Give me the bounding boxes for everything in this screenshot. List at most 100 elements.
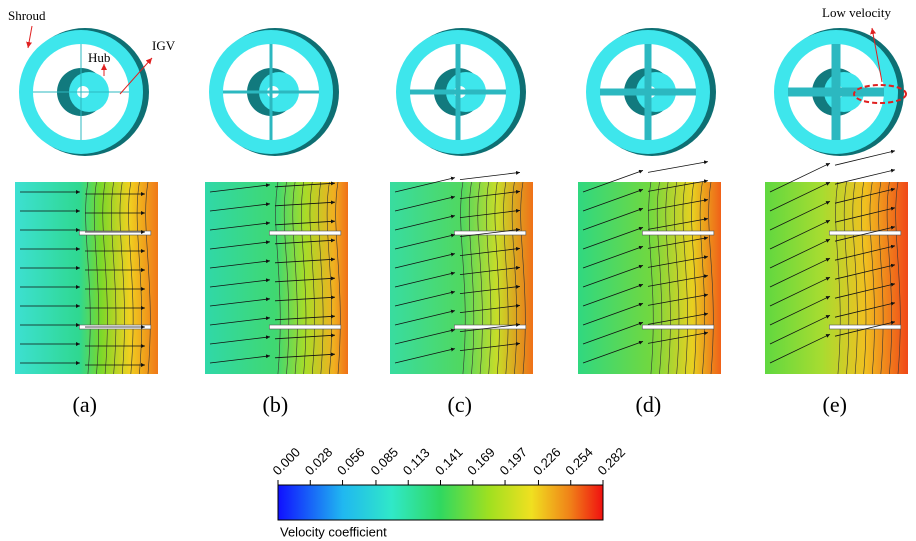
contour-line [486,181,492,375]
arrow [26,25,33,49]
colorbar-tick-label: 0.226 [530,445,564,479]
annotation: Shroud [8,8,46,23]
contour-line [494,181,500,375]
streamline-arrow [459,189,521,199]
streamline-arrow [834,263,896,280]
arrow [119,57,153,95]
streamline-arrow [459,322,521,332]
streamline-arrow [274,314,336,321]
contour-line [861,181,867,375]
streamline-arrow [209,221,271,231]
streamline-arrow [274,352,336,359]
colorbar-tick-label: 0.056 [334,445,368,479]
streamline-arrow [394,252,456,269]
streamline-arrow [582,207,644,231]
blade [829,324,902,330]
streamline-arrow [394,176,456,193]
streamline-arrow [582,321,644,345]
streamline-arrow [209,354,271,364]
contour-line [674,181,680,375]
streamline-arrow [647,217,709,230]
streamline-arrow [647,312,709,325]
contour-field [390,182,533,374]
streamline-arrow [459,341,521,351]
contour-field [578,182,721,374]
streamline-arrow [647,236,709,249]
contour-line [102,181,108,375]
contour-line [656,181,663,375]
contour-line [145,181,151,375]
streamline-arrow [582,283,644,307]
annotation: Low velocity [822,5,891,20]
streamline-arrow [769,181,831,212]
contour-line [128,181,134,375]
contour-line [318,181,324,375]
contour-line [460,181,466,375]
contour-line [503,181,509,375]
streamline-arrow [769,295,831,326]
streamline-arrow [834,282,896,299]
streamline-arrow [274,333,336,340]
streamline-arrow [647,198,709,211]
colorbar-tick-label: 0.028 [302,445,336,479]
panel-label: (d) [636,392,662,417]
streamline-arrow [834,225,896,242]
contour-line [708,181,714,375]
streamline-arrow [834,244,896,261]
contour-line [843,181,850,375]
contour-line [895,181,901,375]
blade [269,324,342,330]
streamline-arrow [459,170,521,180]
contour-line [326,181,333,375]
contour-line [691,181,697,375]
streamline-arrow [834,320,896,337]
streamline-arrow [274,219,336,226]
contour-line [878,181,884,375]
colorbar-bar [277,484,604,521]
panel-label: (e) [823,392,847,417]
blade [454,324,527,330]
colorbar-tick-label: 0.113 [400,445,433,478]
streamline-arrow [459,284,521,294]
streamline-arrow [394,233,456,250]
streamline-arrow [834,206,896,223]
streamline-arrow [647,255,709,268]
streamline-arrow [647,331,709,344]
streamline-arrow [459,265,521,275]
contour-line [93,181,100,375]
streamline-arrow [582,340,644,364]
streamline-arrow [274,238,336,245]
streamline-arrow [209,297,271,307]
panel-label: (a) [73,392,97,417]
impeller-views [19,28,904,156]
streamline-arrow [209,335,271,345]
streamline-arrow [274,276,336,283]
colorbar-tick-label: 0.282 [595,445,629,479]
blade [79,230,152,236]
streamline-arrow [769,238,831,269]
streamline-arrow [582,169,644,193]
streamline-arrow [274,200,336,207]
streamline-arrow [274,257,336,264]
colorbar-tick-label: 0.000 [270,445,304,479]
streamline-arrow [394,347,456,364]
blade [829,230,902,236]
streamline-arrow [769,219,831,250]
streamline-arrow [274,295,336,302]
streamline-arrow [459,246,521,256]
streamline-arrow [394,214,456,231]
colorbar-tick-label: 0.085 [367,445,401,479]
contour-line [665,181,671,375]
contour-line [85,181,91,375]
contour-line [136,181,143,375]
streamline-arrow [582,245,644,269]
blade [642,230,715,236]
streamline-arrow [582,188,644,212]
contour-field [15,182,158,374]
blade [642,324,715,330]
streamline-arrow [209,259,271,269]
annotation: Hub [88,50,110,65]
streamline-arrow [209,240,271,250]
